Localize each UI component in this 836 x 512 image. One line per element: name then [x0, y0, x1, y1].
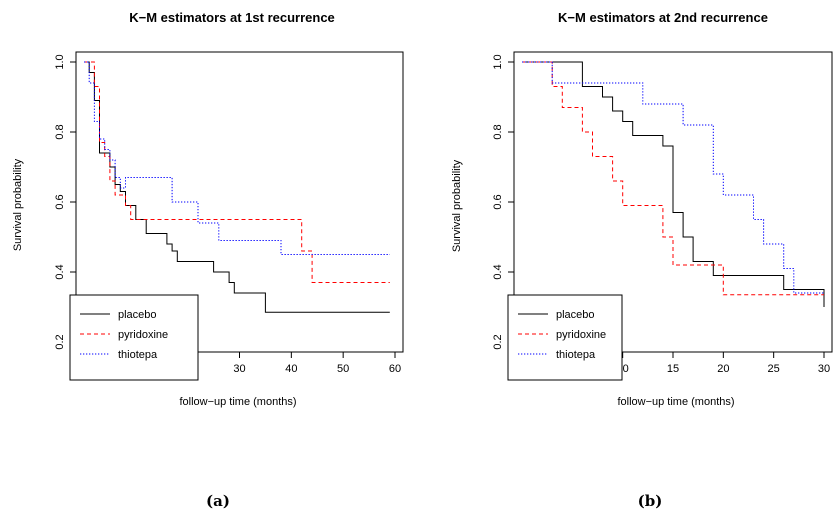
y-tick-label: 0.8: [492, 124, 504, 139]
y-tick-label: 1.0: [54, 54, 66, 69]
series-line-thiotepa: [84, 61, 390, 255]
legend-box: [69, 294, 199, 381]
legend-label-pyridoxine: pyridoxine: [118, 329, 168, 341]
legend-label-pyridoxine: pyridoxine: [556, 329, 606, 341]
x-axis-label: follow−up time (months): [617, 396, 734, 408]
x-tick-label: 25: [768, 363, 780, 375]
series-line-pyridoxine: [84, 61, 390, 283]
legend-label-thiotepa: thiotepa: [118, 349, 158, 361]
chart-panel-1st-recurrence: K−M estimators at 1st recurrence Surviva…: [12, 10, 404, 510]
series-line-thiotepa: [522, 61, 824, 294]
x-tick-label: 60: [389, 363, 401, 375]
legend-label-placebo: placebo: [118, 309, 157, 321]
x-tick-label: 30: [818, 363, 830, 375]
series-group: [522, 61, 825, 307]
chart-title: K−M estimators at 1st recurrence: [129, 10, 335, 25]
y-tick-label: 0.2: [492, 334, 504, 349]
series-line-placebo: [84, 61, 390, 313]
y-tick-label: 0.8: [54, 124, 66, 139]
legend: placebo pyridoxine thiotepa: [507, 294, 623, 381]
x-tick-label: 20: [717, 363, 729, 375]
y-axis-label: Survival probability: [451, 159, 463, 252]
legend: placebo pyridoxine thiotepa: [69, 294, 199, 381]
y-axis-label: Survival probability: [12, 158, 24, 251]
y-tick-label: 0.2: [54, 334, 66, 349]
y-tick-label: 1.0: [492, 54, 504, 69]
x-tick-label: 30: [233, 363, 245, 375]
y-tick-label: 0.6: [54, 194, 66, 209]
series-line-placebo: [522, 61, 825, 307]
x-axis-label: follow−up time (months): [179, 396, 296, 408]
chart-panel-2nd-recurrence: K−M estimators at 2nd recurrence Surviva…: [451, 10, 833, 510]
x-tick-label: 40: [285, 363, 297, 375]
y-tick-label: 0.6: [492, 194, 504, 209]
y-tick-label: 0.4: [54, 264, 66, 279]
chart-title: K−M estimators at 2nd recurrence: [558, 10, 768, 25]
panel-caption: (b): [638, 492, 663, 510]
panel-caption: (a): [206, 492, 230, 510]
legend-label-placebo: placebo: [556, 309, 595, 321]
y-tick-label: 0.4: [492, 264, 504, 279]
series-line-pyridoxine: [522, 61, 824, 296]
legend-box: [507, 294, 623, 381]
x-tick-label: 15: [667, 363, 679, 375]
x-tick-label: 50: [337, 363, 349, 375]
legend-label-thiotepa: thiotepa: [556, 349, 596, 361]
